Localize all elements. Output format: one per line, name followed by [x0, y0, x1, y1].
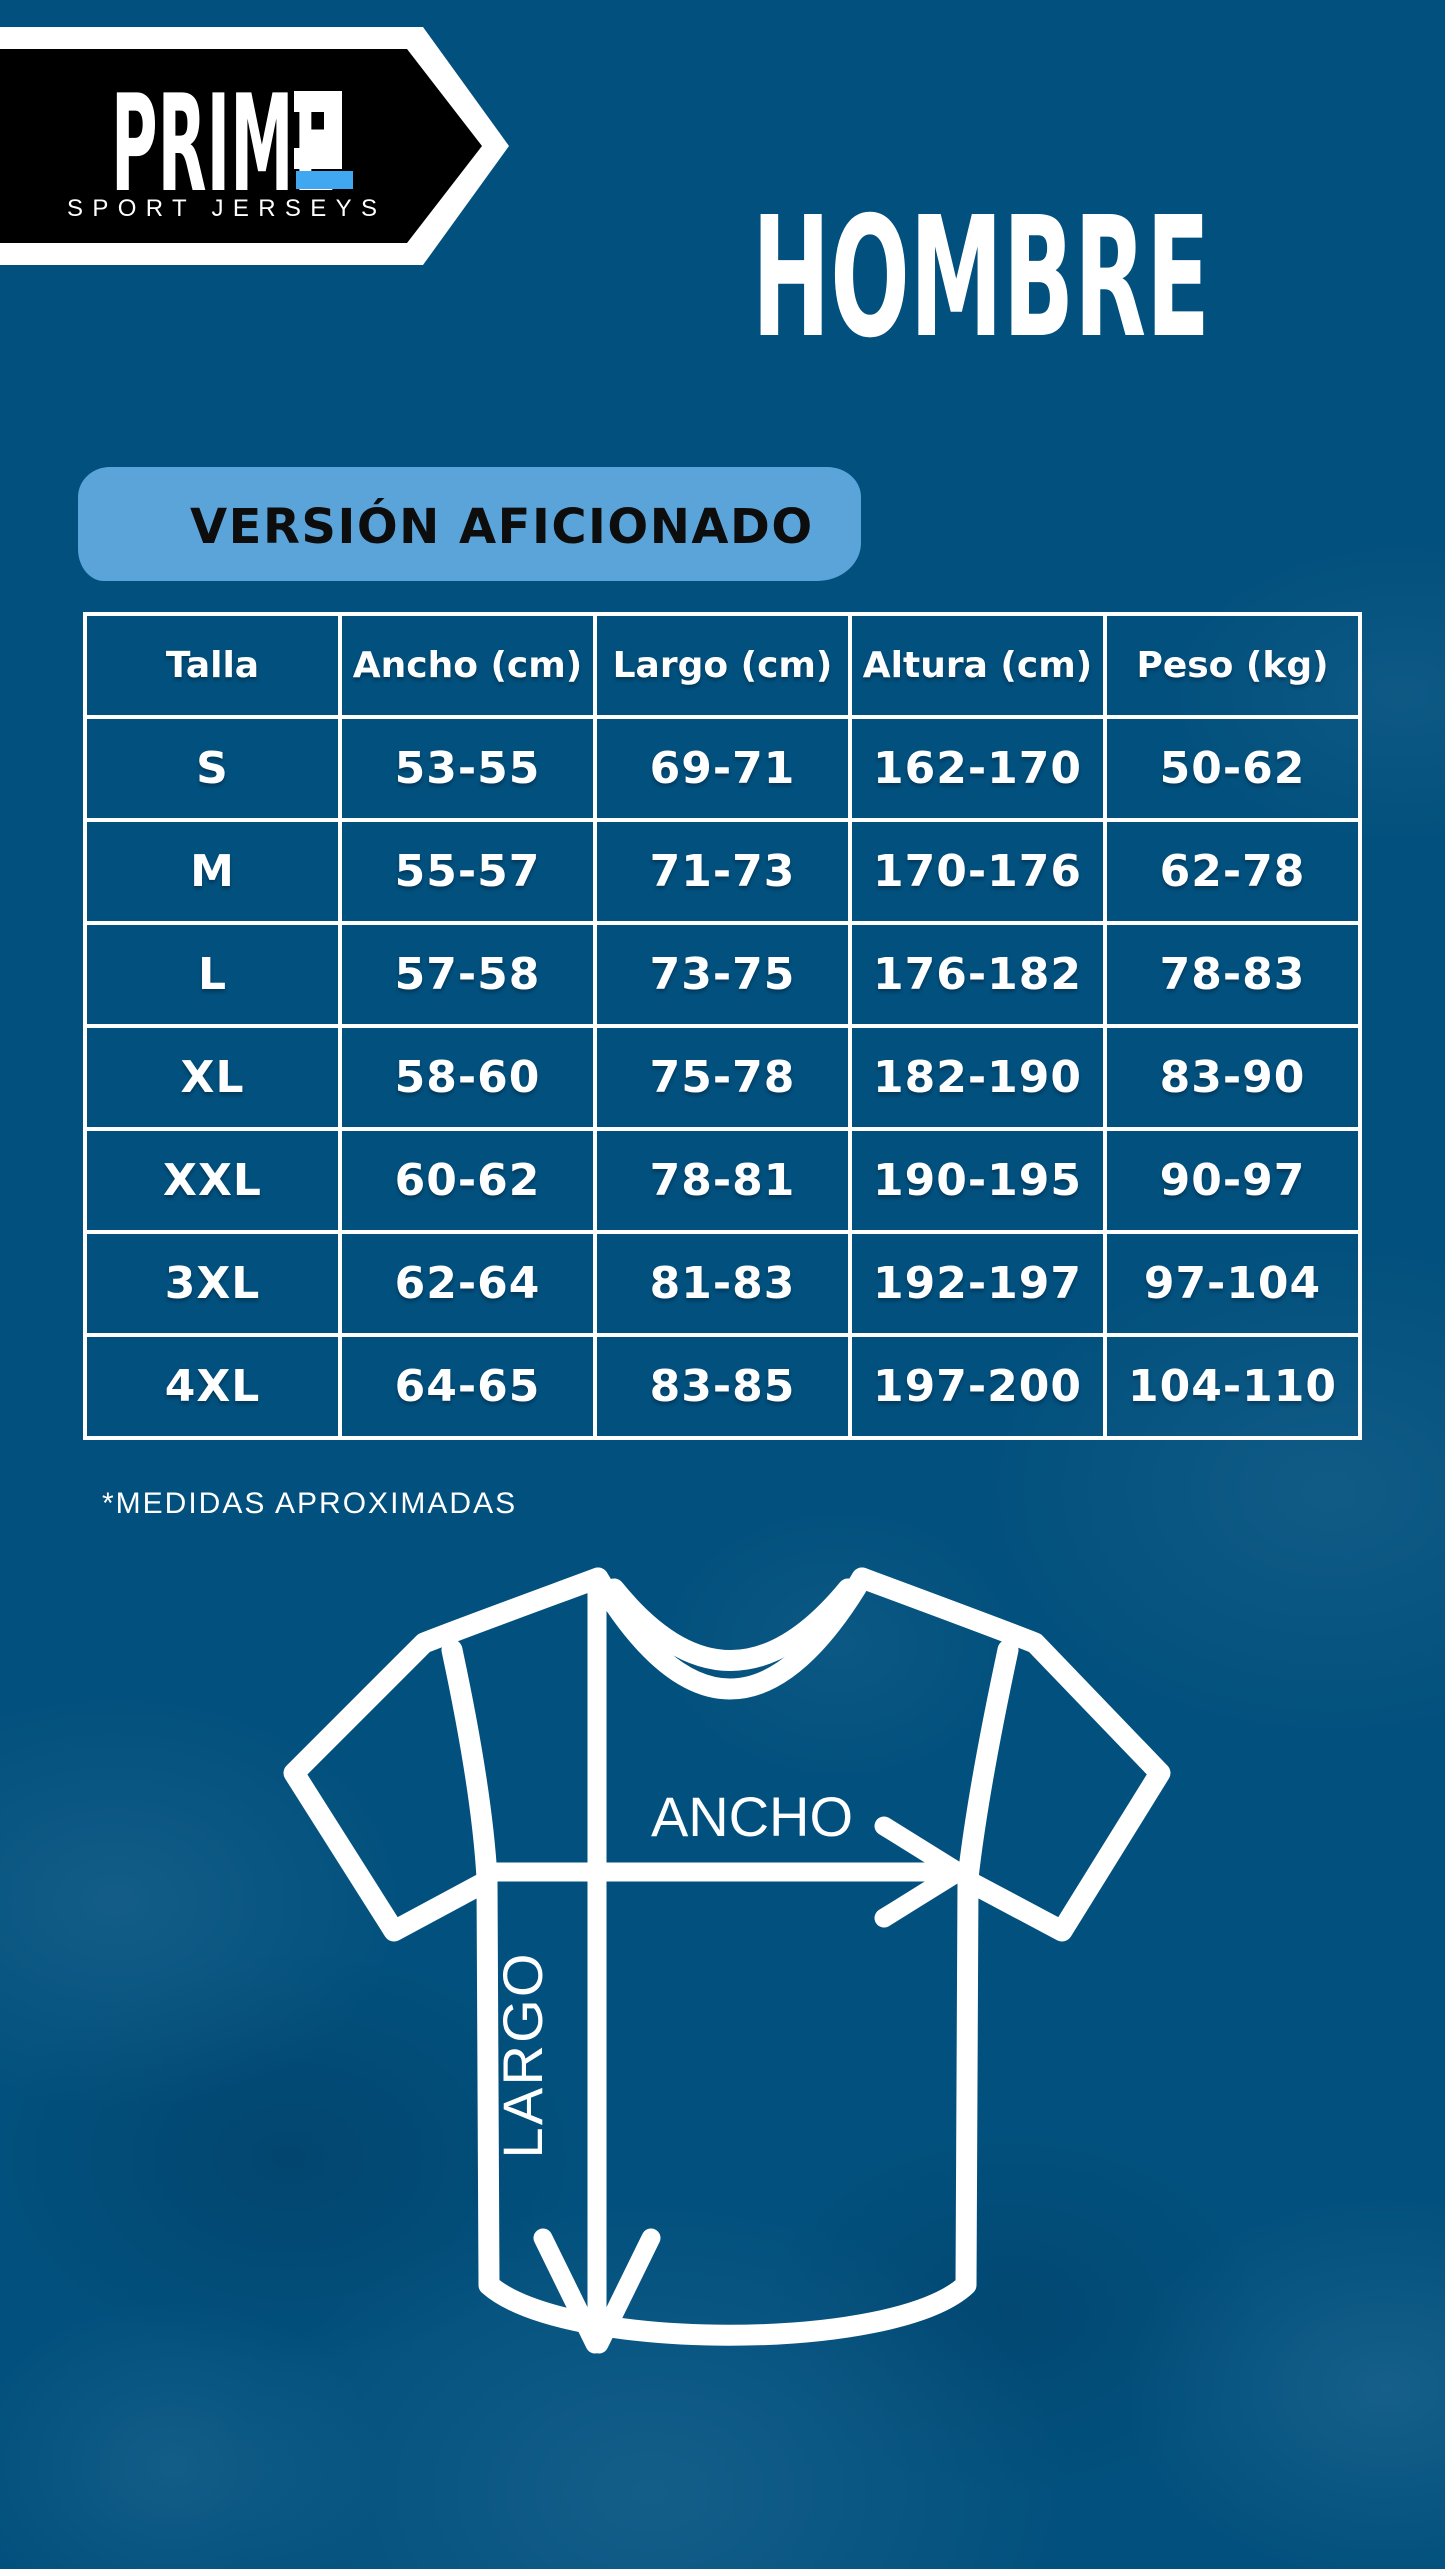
version-badge: VERSIÓN AFICIONADO	[78, 467, 861, 581]
table-cell: 83-90	[1103, 1024, 1362, 1131]
brand-tagline: SPORT JERSEYS	[67, 195, 387, 222]
length-arrowhead	[533, 2228, 661, 2354]
table-cell: 81-83	[593, 1230, 852, 1337]
table-cell: 58-60	[338, 1024, 597, 1131]
page-title-text: HOMBRE	[752, 182, 1210, 370]
table-cell: 83-85	[593, 1333, 852, 1440]
table-cell: 176-182	[848, 921, 1107, 1028]
table-cell: 64-65	[338, 1333, 597, 1440]
table-row: XL 58-60 75-78 182-190 83-90	[83, 1024, 1362, 1131]
table-cell: 3XL	[83, 1230, 342, 1337]
table-cell: 182-190	[848, 1024, 1107, 1131]
table-cell: 90-97	[1103, 1127, 1362, 1234]
column-header: Ancho (cm)	[338, 612, 597, 719]
logo-accent-underline	[296, 171, 353, 189]
column-header: Peso (kg)	[1103, 612, 1362, 719]
logo-e-mid-bar	[294, 148, 342, 169]
table-cell: 192-197	[848, 1230, 1107, 1337]
table-cell: 69-71	[593, 715, 852, 822]
column-header: Talla	[83, 612, 342, 719]
column-header: Largo (cm)	[593, 612, 852, 719]
table-cell: S	[83, 715, 342, 822]
tshirt-collar-outer	[587, 1567, 873, 1700]
tshirt-measurement-diagram: ANCHO LARGO	[283, 1567, 1171, 2354]
table-cell: 62-64	[338, 1230, 597, 1337]
size-table-body: S 53-55 69-71 162-170 50-62 M 55-57 71-73 170-17…	[83, 715, 1362, 1440]
size-table: Talla Ancho (cm) Largo (cm) Altura (cm) Peso…	[83, 612, 1362, 1440]
table-row: XXL 60-62 78-81 190-195 90-97	[83, 1127, 1362, 1234]
table-row: S 53-55 69-71 162-170 50-62	[83, 715, 1362, 822]
table-cell: 60-62	[338, 1127, 597, 1234]
table-cell: 73-75	[593, 921, 852, 1028]
table-row: 3XL 62-64 81-83 192-197 97-104	[83, 1230, 1362, 1337]
table-cell: 78-83	[1103, 921, 1362, 1028]
table-cell: 50-62	[1103, 715, 1362, 822]
table-row: L 57-58 73-75 176-182 78-83	[83, 921, 1362, 1028]
table-cell: 57-58	[338, 921, 597, 1028]
width-arrowhead	[874, 1816, 968, 1928]
table-cell: 78-81	[593, 1127, 852, 1234]
table-row: M 55-57 71-73 170-176 62-78	[83, 818, 1362, 925]
footnote: *MEDIDAS APROXIMADAS	[102, 1487, 518, 1520]
table-cell: M	[83, 818, 342, 925]
size-table-header: Talla Ancho (cm) Largo (cm) Altura (cm) Peso…	[83, 612, 1362, 719]
table-cell: L	[83, 921, 342, 1028]
table-row: 4XL 64-65 83-85 197-200 104-110	[83, 1333, 1362, 1440]
version-badge-label: VERSIÓN AFICIONADO	[190, 499, 814, 555]
table-cell: 170-176	[848, 818, 1107, 925]
table-cell: 162-170	[848, 715, 1107, 822]
table-cell: 53-55	[338, 715, 597, 822]
brand-logo: PRIME SPORT JERSEYS	[0, 27, 509, 265]
table-cell: 104-110	[1103, 1333, 1362, 1440]
table-cell: XL	[83, 1024, 342, 1131]
table-cell: 55-57	[338, 818, 597, 925]
width-label: ANCHO	[651, 1785, 853, 1848]
table-cell: 97-104	[1103, 1230, 1362, 1337]
table-cell: 4XL	[83, 1333, 342, 1440]
table-cell: 197-200	[848, 1333, 1107, 1440]
table-cell: 62-78	[1103, 818, 1362, 925]
table-cell: 71-73	[593, 818, 852, 925]
logo-pennant	[0, 49, 482, 243]
tshirt-outline-icon	[283, 1567, 1171, 2346]
column-header: Altura (cm)	[848, 612, 1107, 719]
tshirt-collar-inner	[603, 1578, 859, 1671]
table-header-row: Talla Ancho (cm) Largo (cm) Altura (cm) Peso…	[83, 612, 1362, 719]
tshirt-right-sleeve-seam	[957, 1639, 1019, 1889]
table-cell: XXL	[83, 1127, 342, 1234]
page-title: HOMBRE	[752, 182, 1210, 370]
table-cell: 75-78	[593, 1024, 852, 1131]
length-label: LARGO	[491, 1954, 554, 2159]
tshirt-left-sleeve-seam	[441, 1639, 498, 1889]
table-cell: 190-195	[848, 1127, 1107, 1234]
